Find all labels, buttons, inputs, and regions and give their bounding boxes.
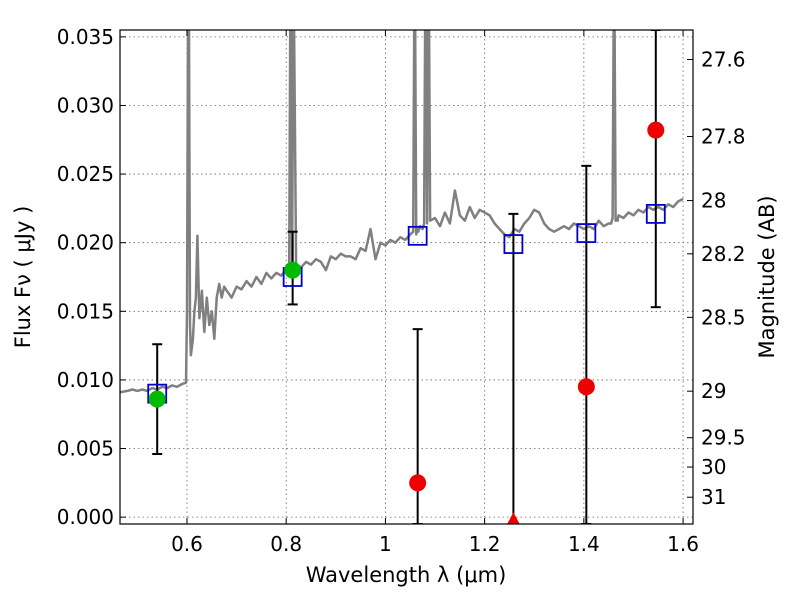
y-tick-label: 0.020 xyxy=(57,231,114,255)
y-tick-label: 0.010 xyxy=(57,368,114,392)
mag-tick-label: 28.5 xyxy=(701,305,746,329)
x-tick-label: 1.2 xyxy=(469,532,501,556)
upper-limit-point xyxy=(409,474,427,492)
mag-tick-label: 29 xyxy=(701,379,726,403)
plot-content xyxy=(120,30,684,524)
model-spectrum xyxy=(120,30,684,394)
y-tick-label: 0.035 xyxy=(57,25,114,49)
y-tick-label: 0.005 xyxy=(57,437,114,461)
model-point-square xyxy=(407,225,428,246)
y-tick-label: 0.015 xyxy=(57,299,114,323)
y-tick-label: 0.000 xyxy=(57,505,114,529)
x-tick-label: 1.6 xyxy=(667,532,699,556)
detection-point xyxy=(284,261,302,279)
mag-tick-label: 29.5 xyxy=(701,426,746,450)
x-tick-label: 1.4 xyxy=(568,532,600,556)
mag-tick-label: 27.6 xyxy=(701,48,746,72)
model-point-square xyxy=(576,223,597,243)
detection-point xyxy=(148,390,166,408)
upper-limit-point xyxy=(577,378,595,396)
y-axis-title: Flux Fν ( μJy ) xyxy=(11,206,35,349)
x-tick-label: 0.6 xyxy=(171,532,203,556)
mag-tick-label: 30 xyxy=(701,455,726,479)
plot-frame xyxy=(119,29,694,525)
mag-tick-label: 28.2 xyxy=(701,242,746,266)
y-axis-right-title: Magnitude (AB) xyxy=(755,195,779,358)
x-tick-label: 1 xyxy=(379,532,392,556)
x-axis-title: Wavelength λ (μm) xyxy=(306,563,507,587)
x-tick-label: 0.8 xyxy=(270,532,302,556)
tick-labels: 0.6 0.8 1 1.2 1.4 1.6 0.000 0.005 0.010 0.015 0.02… xyxy=(57,25,746,556)
mag-tick-label: 27.8 xyxy=(701,124,746,148)
model-point-square xyxy=(503,234,524,254)
axis-ticks xyxy=(120,30,693,524)
model-point-square xyxy=(645,203,666,224)
mag-tick-label: 31 xyxy=(701,485,726,509)
model-spectrum-line xyxy=(120,30,684,394)
y-tick-label: 0.025 xyxy=(57,162,114,186)
markers xyxy=(147,121,666,524)
y-tick-label: 0.030 xyxy=(57,93,114,117)
upper-limit-point xyxy=(647,121,665,139)
error-bars xyxy=(152,30,661,524)
mag-tick-label: 28 xyxy=(701,189,726,213)
upper-limit-triangle xyxy=(507,512,520,524)
